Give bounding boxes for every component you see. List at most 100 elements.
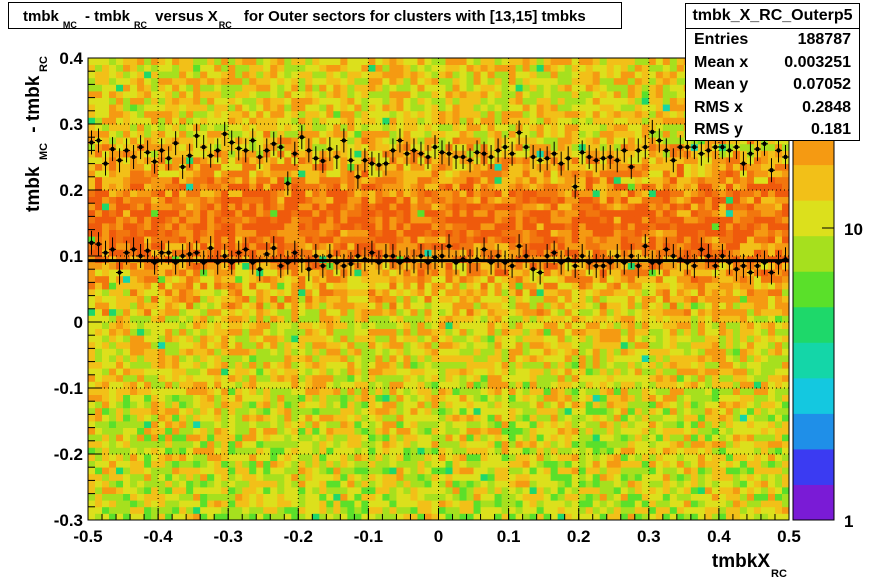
heatmap-cell <box>102 236 110 244</box>
heatmap-cell <box>340 157 348 164</box>
heatmap-cell <box>571 216 580 224</box>
heatmap-cell <box>312 209 320 217</box>
heatmap-cell <box>459 401 467 409</box>
heatmap-cell <box>466 460 474 468</box>
heatmap-cell <box>501 434 509 442</box>
heatmap-cell <box>95 427 103 435</box>
heatmap-cell <box>543 77 552 85</box>
heatmap-cell <box>424 368 432 376</box>
heatmap-cell <box>263 434 271 442</box>
heatmap-cell <box>137 513 145 521</box>
heatmap-cell <box>480 388 488 395</box>
heatmap-cell <box>564 216 573 224</box>
heatmap-cell <box>214 454 222 461</box>
heatmap-cell <box>480 506 488 514</box>
heatmap-cell <box>109 401 117 409</box>
heatmap-cell <box>221 196 229 204</box>
heatmap-cell <box>277 91 285 98</box>
heatmap-cell <box>410 229 418 237</box>
heatmap-cell <box>242 124 250 131</box>
heatmap-cell <box>144 447 152 455</box>
heatmap-cell <box>165 315 173 323</box>
heatmap-cell <box>368 480 376 488</box>
heatmap-cell <box>585 500 594 508</box>
heatmap-cell <box>319 368 327 376</box>
heatmap-cell <box>102 110 110 118</box>
heatmap-cell <box>242 71 250 79</box>
heatmap-cell <box>221 236 229 244</box>
heatmap-cell <box>137 427 145 435</box>
heatmap-cell <box>564 335 573 343</box>
heatmap-cell <box>270 295 278 303</box>
heatmap-cell <box>354 355 362 362</box>
heatmap-cell <box>291 104 299 112</box>
heatmap-cell <box>529 407 538 415</box>
heatmap-cell <box>319 295 327 303</box>
heatmap-cell <box>361 427 369 435</box>
heatmap-cell <box>417 110 425 118</box>
heatmap-cell <box>242 487 250 494</box>
heatmap-cell <box>480 58 488 65</box>
heatmap-cell <box>354 308 362 316</box>
heatmap-cell <box>326 190 334 197</box>
heatmap-cell <box>361 394 369 402</box>
heatmap-cell <box>263 315 271 323</box>
heatmap-cell <box>109 216 117 224</box>
heatmap-cell <box>151 223 159 230</box>
heatmap-cell <box>256 467 264 475</box>
heatmap-cell <box>326 480 334 488</box>
heatmap-cell <box>116 454 124 461</box>
heatmap-cell <box>508 110 517 118</box>
heatmap-cell <box>193 480 201 488</box>
heatmap-cell <box>137 203 145 211</box>
heatmap-cell <box>172 454 180 461</box>
heatmap-cell <box>410 242 418 250</box>
heatmap-cell <box>389 229 397 237</box>
heatmap-cell <box>536 513 545 521</box>
heatmap-cell <box>564 77 573 85</box>
heatmap-cell <box>95 355 103 362</box>
heatmap-cell <box>445 467 453 475</box>
heatmap-cell <box>354 117 362 125</box>
heatmap-cell <box>361 341 369 349</box>
heatmap-cell <box>473 295 481 303</box>
heatmap-cell <box>200 322 208 329</box>
heatmap-cell <box>389 407 397 415</box>
heatmap-cell <box>389 447 397 455</box>
heatmap-cell <box>368 289 376 296</box>
heatmap-cell <box>473 460 481 468</box>
heatmap-cell <box>249 500 257 508</box>
heatmap-cell <box>536 427 545 435</box>
heatmap-cell <box>109 315 117 323</box>
heatmap-cell <box>88 124 96 131</box>
heatmap-cell <box>95 124 103 131</box>
heatmap-cell <box>410 84 418 92</box>
heatmap-cell <box>298 440 306 448</box>
heatmap-cell <box>536 124 545 131</box>
heatmap-cell <box>130 196 138 204</box>
heatmap-cell <box>123 427 131 435</box>
heatmap-cell <box>564 137 573 145</box>
heatmap-cell <box>543 473 552 481</box>
heatmap-cell <box>305 341 313 349</box>
heatmap-cell <box>529 289 538 296</box>
heatmap-cell <box>452 388 460 395</box>
heatmap-cell <box>179 473 187 481</box>
heatmap-cell <box>354 295 362 303</box>
heatmap-cell <box>410 282 418 290</box>
heatmap-cell <box>284 77 292 85</box>
heatmap-cell <box>172 58 180 65</box>
heatmap-cell <box>95 275 103 283</box>
heatmap-cell <box>298 183 306 191</box>
heatmap-cell <box>116 427 124 435</box>
heatmap-cell <box>347 130 355 138</box>
heatmap-cell <box>403 374 411 382</box>
heatmap-cell <box>165 236 173 244</box>
heatmap-cell <box>179 302 187 310</box>
heatmap-cell <box>130 170 138 178</box>
heatmap-cell <box>424 236 432 244</box>
heatmap-cell <box>298 91 306 98</box>
heatmap-cell <box>389 110 397 118</box>
heatmap-cell <box>291 275 299 283</box>
heatmap-cell <box>466 487 474 494</box>
